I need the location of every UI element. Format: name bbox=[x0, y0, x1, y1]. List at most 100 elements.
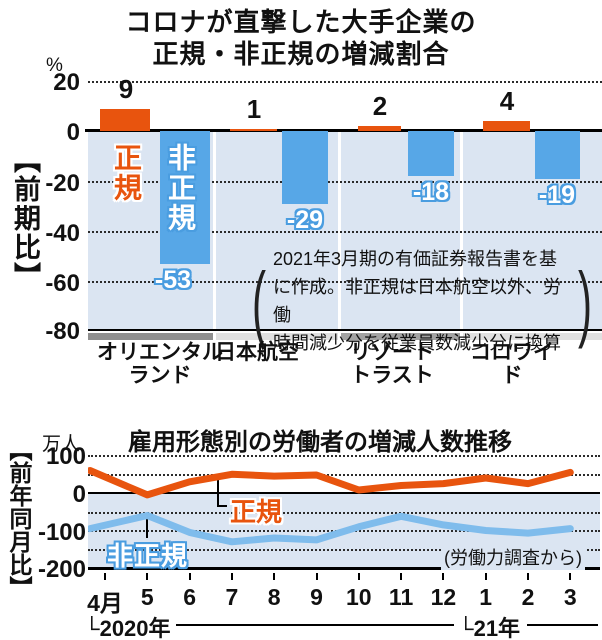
category-resort-trust: リゾート トラスト bbox=[350, 341, 434, 387]
top-y-tick-20: 20 bbox=[53, 69, 80, 96]
series-label-regular: 正規 bbox=[230, 497, 283, 527]
bar-regular-colowide bbox=[483, 121, 530, 131]
bottom-chart-title: 雇用形態別の労働者の増減人数推移 bbox=[128, 429, 512, 456]
x-tick-6 bbox=[188, 573, 191, 580]
line-nonregular bbox=[88, 512, 574, 546]
bottom-y-tick-100: 100 bbox=[45, 443, 86, 470]
gridline--150 bbox=[88, 549, 600, 551]
note-line-2: に作成。非正規は日本航空以外、労働 bbox=[272, 276, 561, 325]
x-tick-8 bbox=[273, 573, 276, 580]
title-line-2: 正規・非正規の増減割合 bbox=[152, 39, 450, 69]
era-label-2021: └21年 bbox=[458, 616, 521, 640]
value-label-nonregular-resort-trust: -18 bbox=[412, 178, 450, 206]
value-label-nonregular-oriental-land: -53 bbox=[154, 265, 192, 294]
top-chart-unit-label: % bbox=[46, 55, 63, 76]
bottom-y-tick-0: 0 bbox=[72, 481, 86, 508]
x-label-3: 3 bbox=[563, 584, 577, 610]
source-note: ( 2021年3月期の有価証券報告書を基 に作成。非正規は日本航空以外、労働 時… bbox=[245, 246, 599, 358]
top-y-tick--40: -40 bbox=[45, 220, 80, 247]
x-tick-11 bbox=[400, 573, 403, 580]
series-label-nonregular: 非正規 bbox=[165, 143, 196, 233]
category-line: コロワイド bbox=[470, 341, 554, 387]
note-paren-open: ( bbox=[251, 254, 266, 349]
x-label-11: 11 bbox=[388, 584, 414, 610]
bottom-chart-unit-label: 万人 bbox=[42, 434, 81, 455]
title-line-1: コロナが直撃した大手企業の bbox=[125, 7, 477, 37]
gridline-100 bbox=[88, 455, 600, 457]
category-line: ランド bbox=[128, 364, 192, 387]
value-label-regular-oriental-land: 9 bbox=[118, 73, 134, 104]
gridline-minus40 bbox=[88, 231, 602, 233]
value-label-regular-resort-trust: 2 bbox=[372, 91, 388, 121]
x-label-1: 1 bbox=[479, 584, 493, 610]
x-tick-2 bbox=[527, 573, 529, 580]
bar-regular-resort-trust bbox=[358, 126, 401, 131]
line-regular bbox=[88, 467, 574, 499]
page-title: コロナが直撃した大手企業の 正規・非正規の増減割合 bbox=[0, 6, 602, 70]
x-tick-9 bbox=[315, 573, 318, 580]
note-text: 2021年3月期の有価証券報告書を基 に作成。非正規は日本航空以外、労働 時間減… bbox=[273, 246, 571, 358]
x-label-8: 8 bbox=[267, 584, 281, 610]
gridline-plus20 bbox=[88, 81, 602, 83]
line-chart-canvas bbox=[88, 467, 574, 546]
category-oriental-land: オリエンタル ランド bbox=[97, 341, 223, 387]
bar-regular-jal bbox=[230, 128, 277, 131]
value-label-regular-colowide: 4 bbox=[499, 86, 515, 116]
x-label-9: 9 bbox=[310, 584, 323, 610]
x-tick-12 bbox=[442, 573, 445, 580]
zero-axis-line bbox=[85, 129, 602, 132]
category-line: 日本航空 bbox=[215, 341, 299, 364]
top-chart-category-labels: オリエンタル ランド 日本航空 リゾート トラスト コロワイド bbox=[0, 341, 602, 389]
x-label-12: 12 bbox=[430, 584, 457, 610]
series-label-regular: 正規 bbox=[111, 143, 142, 203]
gridline-minus60 bbox=[88, 281, 602, 283]
bottom-chart-plot-area: 正規 非正規 (労働力調査から) bbox=[88, 440, 600, 580]
note-paren-close: ) bbox=[578, 254, 593, 349]
gridline-50 bbox=[88, 474, 600, 476]
category-line: リゾート bbox=[350, 341, 434, 364]
bar-nonregular-oriental-land bbox=[160, 131, 210, 264]
bar-nonregular-resort-trust bbox=[408, 131, 454, 176]
bottom-axis-label: 【前年同月比】 bbox=[6, 438, 32, 599]
baseline-minus200 bbox=[88, 567, 600, 570]
bar-nonregular-colowide bbox=[535, 131, 580, 179]
x-tick-7 bbox=[230, 573, 233, 580]
top-axis-label: 【前期比】 bbox=[10, 146, 40, 291]
footer-bar-jal bbox=[216, 333, 338, 340]
value-label-nonregular-jal: -29 bbox=[286, 205, 324, 234]
gridline-minus20 bbox=[88, 181, 602, 183]
baseline-minus80 bbox=[88, 329, 602, 331]
era-line-2020 bbox=[176, 624, 454, 626]
bar-nonregular-jal bbox=[282, 131, 328, 204]
footer-bar-resort-trust bbox=[341, 333, 460, 340]
value-label-regular-jal: 1 bbox=[246, 93, 262, 124]
top-y-tick--60: -60 bbox=[45, 270, 80, 297]
note-line-1: 2021年3月期の有価証券報告書を基 bbox=[272, 249, 558, 269]
series-label-nonregular: 非正規 bbox=[107, 541, 189, 571]
top-chart-plot-area: 9 1 2 4 -53 -29 -18 -19 正規 非正規 ( 2021年3月… bbox=[85, 70, 602, 353]
x-tick-1 bbox=[484, 573, 487, 580]
footer-bar-colowide bbox=[463, 333, 602, 340]
x-label-5: 5 bbox=[140, 584, 154, 610]
category-line: トラスト bbox=[350, 364, 434, 387]
x-label-4月: 4月 bbox=[87, 590, 123, 616]
gridline--50 bbox=[88, 512, 600, 514]
category-colowide: コロワイド bbox=[467, 341, 557, 387]
bar-regular-oriental-land bbox=[100, 108, 150, 131]
footer-bar-oriental-land bbox=[88, 333, 213, 340]
x-tick-5 bbox=[146, 573, 149, 580]
zero-axis-line bbox=[88, 492, 600, 494]
note-line-3: 時間減少分を従業員数減少分に換算 bbox=[272, 332, 561, 353]
x-tick-10 bbox=[357, 573, 360, 580]
x-label-2: 2 bbox=[521, 584, 535, 610]
category-jal: 日本航空 bbox=[215, 341, 299, 364]
top-y-tick--20: -20 bbox=[45, 170, 80, 197]
x-label-7: 7 bbox=[225, 584, 239, 610]
bottom-y-tick--200: -200 bbox=[37, 556, 86, 583]
era-label-2020: └2020年 bbox=[84, 616, 171, 640]
bottom-y-tick--100: -100 bbox=[37, 519, 86, 546]
category-line: オリエンタル bbox=[97, 341, 223, 364]
bottom-x-axis-labels: 4月 5 6 7 8 9 10 11 12 1 2 3 bbox=[87, 584, 600, 616]
x-tick-3 bbox=[569, 573, 572, 580]
value-label-nonregular-colowide: -19 bbox=[538, 180, 576, 209]
